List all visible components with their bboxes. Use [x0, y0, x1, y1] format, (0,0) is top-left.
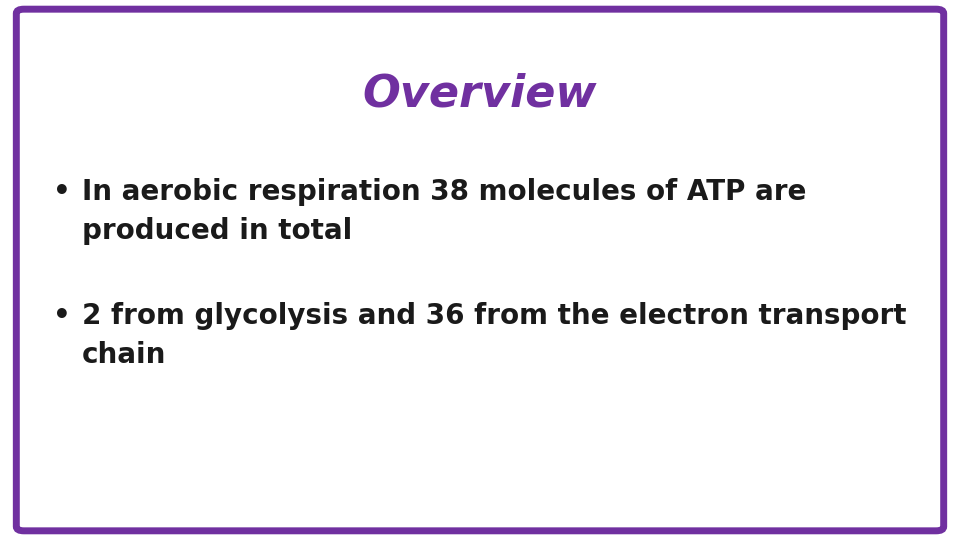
- Text: In aerobic respiration 38 molecules of ATP are
produced in total: In aerobic respiration 38 molecules of A…: [82, 178, 806, 245]
- Text: Overview: Overview: [363, 73, 597, 116]
- FancyBboxPatch shape: [16, 9, 944, 531]
- Text: •: •: [53, 178, 70, 206]
- Text: 2 from glycolysis and 36 from the electron transport
chain: 2 from glycolysis and 36 from the electr…: [82, 302, 906, 369]
- Text: •: •: [53, 302, 70, 330]
